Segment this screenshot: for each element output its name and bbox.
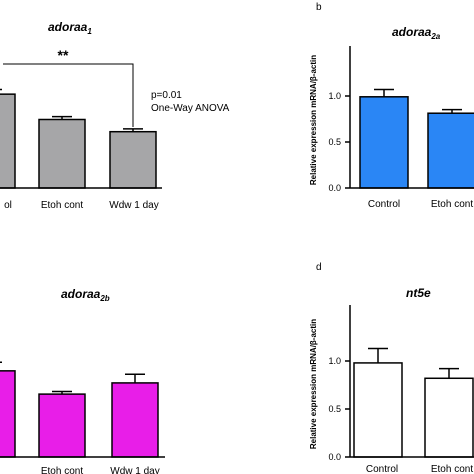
panel-d-bar-0 [353, 362, 403, 458]
panel-b-ytick-1: 0.5 [328, 137, 341, 147]
panel-d: d nt5e Relative expression mRNA/β-actin … [309, 262, 474, 474]
panel-d-letter: d [316, 262, 322, 273]
panel-c-bar-1 [38, 393, 86, 458]
panel-a-xtick-2: Wdw 1 day [109, 200, 158, 211]
panel-d-xtick-1: Etoh cont [431, 464, 473, 474]
panel-a: adoraa1 ol Etoh cont Wdw 1 day ** p=0.01… [0, 20, 230, 211]
panel-c-bars [0, 361, 159, 458]
panel-b-xtick-1: Etoh cont [431, 199, 473, 210]
panel-b-bar-1 [427, 112, 474, 189]
panel-b-bars [359, 88, 474, 189]
panel-d-bars [353, 347, 474, 458]
panel-d-bar-1 [424, 377, 474, 458]
panel-a-xtick-1: Etoh cont [41, 200, 83, 211]
panel-d-ytick-2: 1.0 [328, 356, 341, 366]
panel-d-ylabel: Relative expression mRNA/β-actin [309, 319, 318, 449]
panel-c-bar-0 [0, 370, 16, 458]
panel-b-ytick-2: 1.0 [328, 91, 341, 101]
panel-b: b adoraa2a Relative expression mRNA/β-ac… [309, 2, 474, 210]
panel-a-bars [0, 88, 157, 189]
panel-a-xtick-0: ol [4, 200, 12, 211]
panel-a-significance-bracket [3, 63, 134, 127]
panel-a-title: adoraa1 [48, 20, 92, 36]
panel-b-ylabel: Relative expression mRNA/β-actin [309, 55, 318, 185]
panel-d-xtick-0: Control [366, 464, 398, 474]
panel-a-pvalue: p=0.01 [151, 90, 182, 101]
panel-b-xtick-0: Control [368, 199, 400, 210]
panel-c: adoraa2b Etoh cont Wdw 1 day [0, 287, 165, 474]
panel-a-bar-0 [0, 93, 16, 189]
panel-b-title: adoraa2a [392, 25, 441, 41]
panel-d-title: nt5e [406, 286, 431, 300]
panel-b-bar-0 [359, 96, 409, 189]
panel-d-ytick-0: 0.0 [328, 452, 341, 462]
panel-a-bar-1 [38, 118, 86, 189]
panel-a-test-name: One-Way ANOVA [151, 103, 230, 114]
panel-b-letter: b [316, 2, 322, 13]
panel-c-xtick-1: Etoh cont [41, 466, 83, 474]
panel-a-bar-2 [109, 130, 157, 189]
panel-c-title: adoraa2b [61, 287, 110, 303]
panel-a-significance-stars: ** [58, 47, 69, 63]
panel-c-xtick-2: Wdw 1 day [110, 466, 159, 474]
panel-b-ytick-0: 0.0 [328, 183, 341, 193]
panel-c-bar-2 [111, 382, 159, 458]
panel-d-ytick-1: 0.5 [328, 404, 341, 414]
